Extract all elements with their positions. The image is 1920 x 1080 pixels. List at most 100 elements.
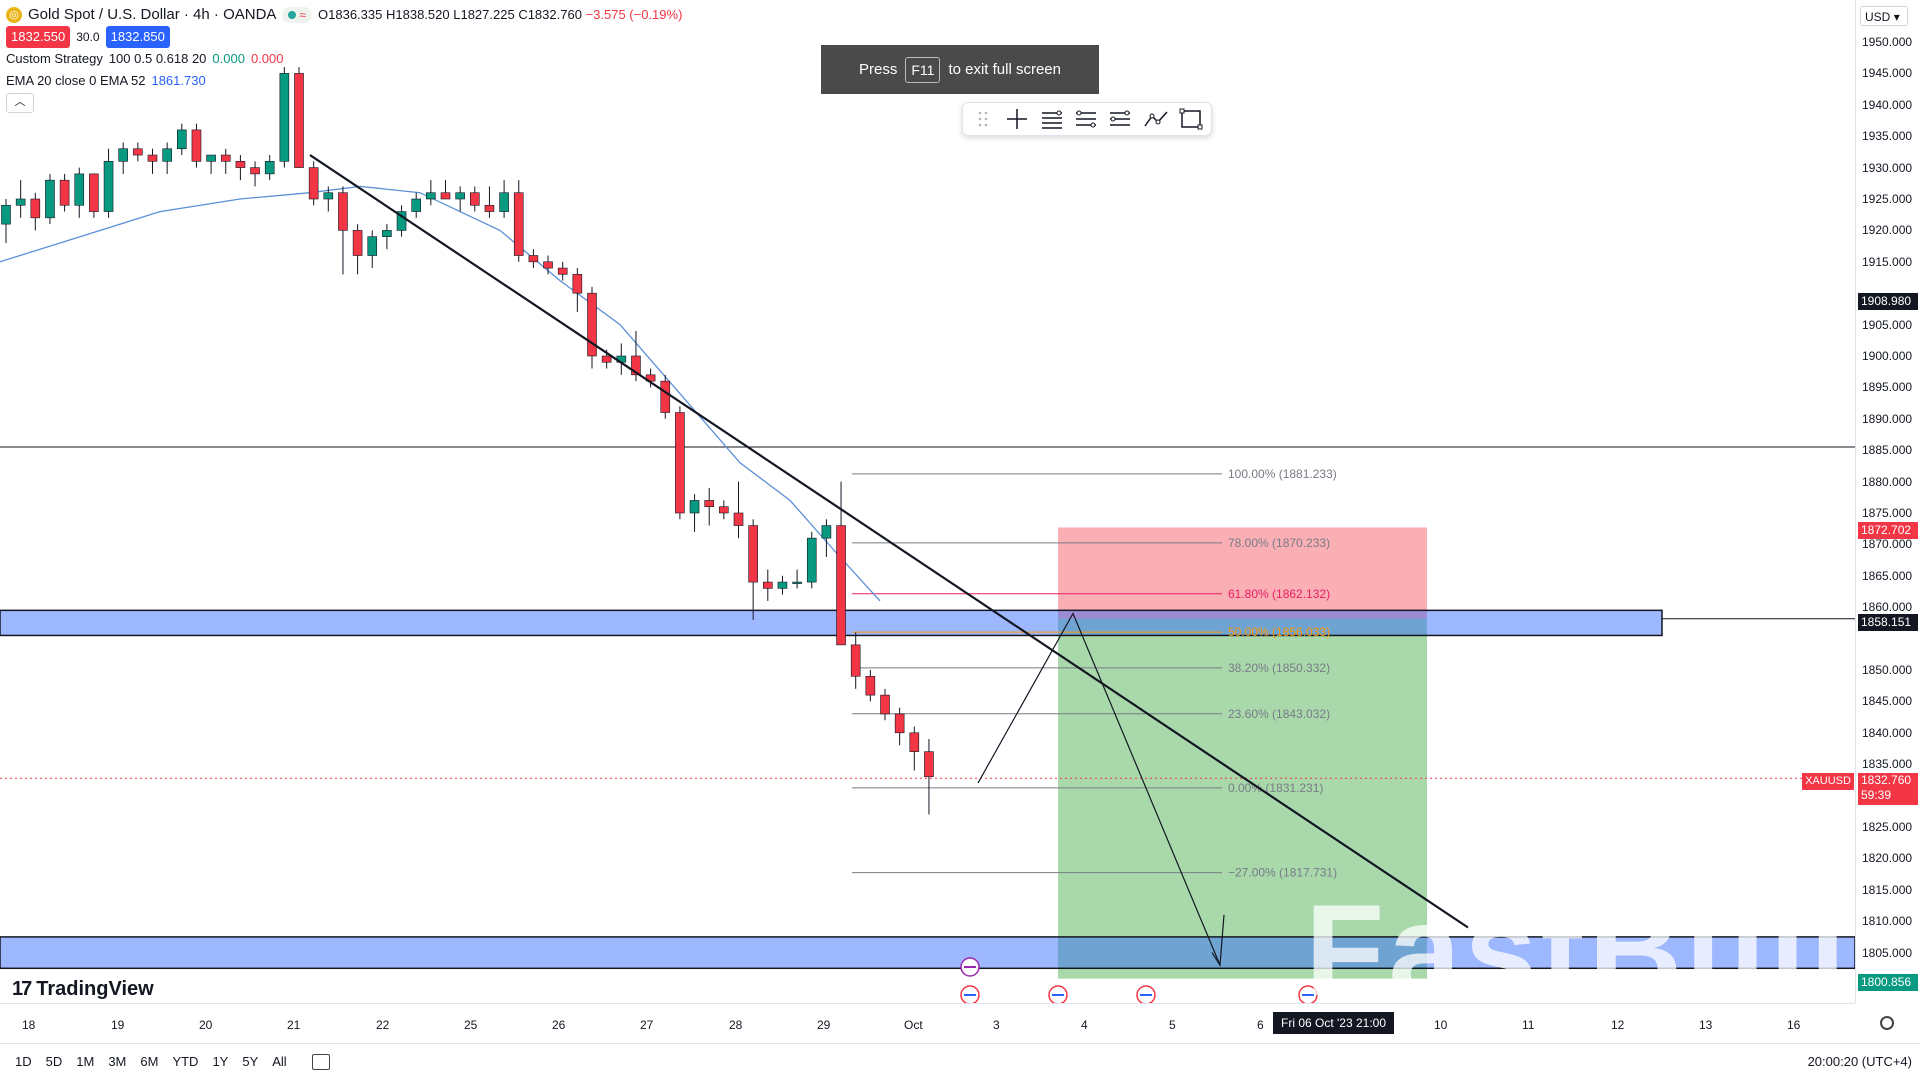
zones-layer (0, 446, 1855, 979)
candle-body (748, 525, 758, 583)
fib-level-label: 0.00% (1831.231) (1228, 781, 1323, 795)
price-chart[interactable]: 100.00% (1881.233) 78.00% (1870.233) 61.80… (0, 0, 1855, 1003)
lines-icon[interactable] (1040, 106, 1064, 132)
last-price: 1832.760 (1861, 773, 1912, 787)
range-button[interactable]: 1M (76, 1054, 95, 1069)
candle-body (894, 713, 905, 734)
ohlc-change: −3.575 (−0.19%) (585, 7, 683, 22)
candle-body (587, 292, 597, 357)
rectangle-icon[interactable] (1179, 106, 1203, 132)
date-tick: 6 (1257, 1018, 1264, 1032)
buy-button[interactable]: 1832.850 (105, 26, 170, 48)
range-button[interactable]: All (272, 1054, 287, 1069)
ohlc-values: O1836.335 H1838.520 L1827.225 C1832.760 … (318, 6, 682, 24)
crosshair-icon[interactable] (1005, 106, 1029, 132)
price-axis[interactable]: USD ▾ 1950.000 1945.000 1940.000 1935.000 19… (1855, 0, 1920, 1003)
candle-body (836, 525, 846, 646)
ema-20-line (0, 185, 881, 602)
sell-button[interactable]: 1832.550 (6, 26, 71, 48)
range-buttons: 1D 5D 1M 3M 6M YTD 1Y 5Y All (8, 1054, 294, 1069)
spread-value: 30.0 (76, 30, 100, 44)
drawings-layer[interactable] (309, 154, 1469, 1003)
tradingview-text: TradingView (36, 978, 154, 1000)
candle-body (177, 129, 187, 150)
tradingview-logo[interactable]: 17 TradingView (12, 978, 154, 1001)
price-tick: 1915.000 (1862, 254, 1913, 269)
candle-body (909, 732, 920, 752)
fib-level-label: 78.00% (1870.233) (1228, 536, 1330, 550)
range-button[interactable]: 6M (140, 1054, 159, 1069)
candle-body (513, 192, 524, 256)
bottom-toolbar: 1D 5D 1M 3M 6M YTD 1Y 5Y All 20:00:20 (UTC+4) (0, 1043, 1920, 1079)
date-tick: 12 (1611, 1018, 1625, 1032)
indicator-name: Custom Strategy (6, 51, 103, 66)
candle-body (528, 255, 539, 263)
channel-icon[interactable] (1108, 106, 1132, 132)
ohlc-high: H1838.520 (385, 7, 450, 22)
price-tick: 1850.000 (1862, 663, 1913, 677)
take-profit-zone (1058, 618, 1427, 979)
market-status[interactable]: ≈ (282, 7, 313, 23)
candle-body (850, 644, 861, 677)
range-button[interactable]: YTD (172, 1054, 199, 1069)
toast-message: to exit full screen (948, 61, 1061, 78)
crosshair-price: 1908.980 (1861, 294, 1912, 308)
fib-level-label: −27.00% (1817.731) (1228, 866, 1337, 880)
price-tick: 1860.000 (1862, 600, 1913, 615)
candle-body (235, 161, 246, 168)
candle-body (323, 192, 334, 200)
candle-body (762, 581, 773, 589)
candle-body (308, 167, 319, 200)
range-button[interactable]: 1D (15, 1054, 32, 1069)
indicator-value: 1861.730 (151, 73, 206, 88)
fib-icon[interactable] (1074, 106, 1098, 132)
ohlc-close: C1832.760 (518, 7, 582, 22)
symbol-title[interactable]: Gold Spot / U.S. Dollar · 4h · OANDA (28, 6, 277, 23)
settings-icon[interactable] (1880, 1016, 1894, 1030)
price-tick: 1815.000 (1862, 882, 1913, 897)
candle-body (601, 355, 612, 363)
candle-body (440, 192, 451, 200)
candle-body (59, 179, 70, 206)
candle-body (367, 236, 378, 256)
drag-handle-icon[interactable] (971, 106, 995, 132)
candle-body (206, 154, 216, 162)
range-button[interactable]: 3M (108, 1054, 127, 1069)
candle-body (426, 192, 436, 200)
activate-windows-notice: Go to Settings to activate Windows. (1600, 974, 1821, 990)
candle-body (777, 581, 788, 589)
collapse-legend-button[interactable]: ︿ (6, 93, 34, 113)
date-tick: 27 (640, 1018, 654, 1032)
candle-body (133, 148, 143, 156)
time-axis[interactable]: 18 19 20 21 22 25 26 27 28 29 Oct 3 4 5 6 10 11 12 13 16 Fr… (0, 1003, 1894, 1044)
crosshair-date-label: Fri 06 Oct '23 21:00 (1273, 1012, 1395, 1034)
candle-body (147, 154, 158, 162)
indicator-custom-strategy[interactable]: Custom Strategy 100 0.5 0.618 20 0.000 0… (6, 48, 682, 70)
range-button[interactable]: 5D (45, 1054, 63, 1069)
date-tick: 13 (1699, 1018, 1713, 1032)
entry-price: 1858.151 (1861, 615, 1912, 629)
calendar-icon[interactable] (311, 1053, 330, 1070)
candle-body (118, 148, 128, 162)
candle-body (572, 274, 583, 294)
toast-key: F11 (905, 56, 941, 83)
range-button[interactable]: 1Y (212, 1054, 229, 1069)
candle-body (396, 211, 407, 231)
stop-price-label: 1872.702 (1858, 522, 1918, 539)
price-tick: 1920.000 (1862, 223, 1913, 238)
indicator-params: 100 0.5 0.618 20 (108, 51, 207, 66)
crosshair-price-label: 1908.980 (1858, 293, 1918, 310)
candle-body (469, 192, 480, 206)
currency-selector[interactable]: USD ▾ (1860, 6, 1908, 26)
pattern-icon[interactable] (1143, 106, 1169, 132)
price-tick: 1940.000 (1862, 97, 1913, 112)
fib-level-label: 50.00% (1856.033) (1228, 625, 1330, 639)
date-tick: 20 (199, 1018, 213, 1032)
clock[interactable]: 20:00:20 (UTC+4) (1807, 1054, 1912, 1069)
candle-body (352, 230, 363, 256)
candle-body (865, 675, 876, 696)
candles-layer (1, 67, 934, 815)
range-button[interactable]: 5Y (242, 1054, 259, 1069)
support-zone (0, 936, 1855, 970)
indicator-ema[interactable]: EMA 20 close 0 EMA 52 1861.730 (6, 70, 682, 92)
